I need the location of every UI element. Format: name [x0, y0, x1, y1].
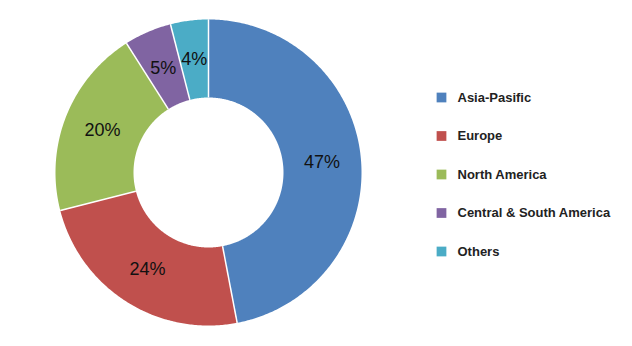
svg-text:Asia-Pasific: Asia-Pasific	[458, 90, 532, 105]
svg-text:Central & South America: Central & South America	[458, 205, 611, 220]
svg-text:Others: Others	[458, 244, 500, 259]
svg-text:North America: North America	[458, 167, 548, 182]
svg-text:4%: 4%	[181, 49, 207, 69]
svg-text:47%: 47%	[304, 152, 340, 172]
svg-text:24%: 24%	[129, 259, 165, 279]
svg-text:Europe: Europe	[458, 128, 503, 143]
svg-text:20%: 20%	[84, 120, 120, 140]
svg-text:5%: 5%	[150, 58, 176, 78]
